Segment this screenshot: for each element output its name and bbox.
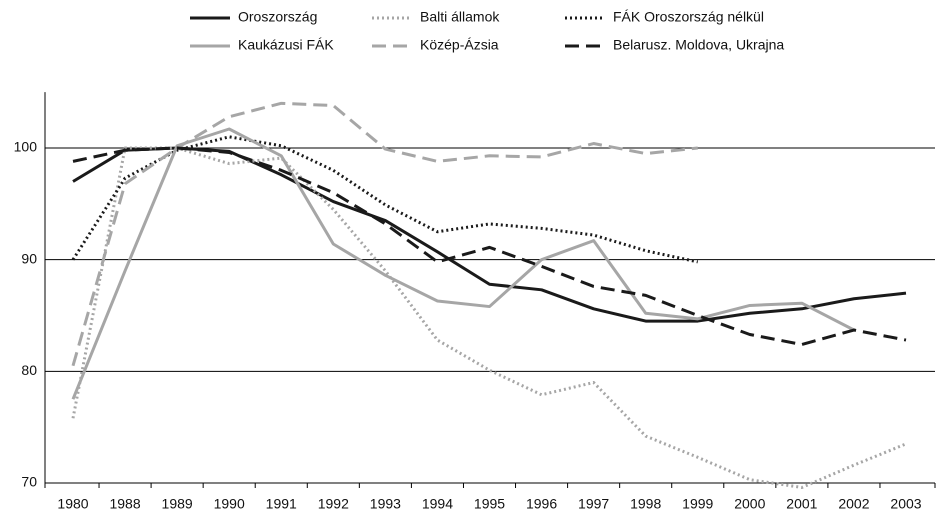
x-tick-label: 1997: [578, 496, 609, 512]
x-tick-label: 1991: [266, 496, 297, 512]
legend-label: Belarusz. Moldova, Ukrajna: [613, 37, 784, 53]
series-line: [71, 127, 855, 400]
x-tick-label: 1995: [474, 496, 505, 512]
x-tick-label: 1999: [682, 496, 713, 512]
x-tick-label: 1992: [318, 496, 349, 512]
x-tick-label: 1996: [526, 496, 557, 512]
legend-label: Kaukázusi FÁK: [238, 37, 334, 53]
series-line: [71, 135, 699, 264]
x-tick-label: 2001: [786, 496, 817, 512]
x-tick-label: 2002: [838, 496, 869, 512]
x-tick-label: 1980: [57, 496, 88, 512]
series-line: [71, 101, 698, 367]
series-line: [72, 146, 907, 347]
x-tick-label: 1994: [422, 496, 453, 512]
x-tick-label: 2000: [734, 496, 765, 512]
x-tick-label: 1990: [214, 496, 245, 512]
legend-label: Balti államok: [420, 9, 500, 25]
y-tick-label: 70: [21, 474, 37, 490]
legend-label: Oroszország: [238, 9, 317, 25]
x-tick-label: 1998: [630, 496, 661, 512]
x-tick-label: 1989: [162, 496, 193, 512]
y-tick-label: 80: [21, 362, 37, 378]
series-line: [71, 146, 907, 489]
x-tick-label: 1993: [370, 496, 401, 512]
legend-label: FÁK Oroszország nélkül: [613, 9, 764, 25]
y-tick-label: 90: [21, 250, 37, 266]
x-tick-label: 1988: [109, 496, 140, 512]
x-tick-label: 2003: [890, 496, 921, 512]
y-tick-label: 100: [14, 139, 38, 155]
legend-label: Közép-Ázsia: [420, 37, 499, 53]
series-line: [72, 146, 907, 323]
